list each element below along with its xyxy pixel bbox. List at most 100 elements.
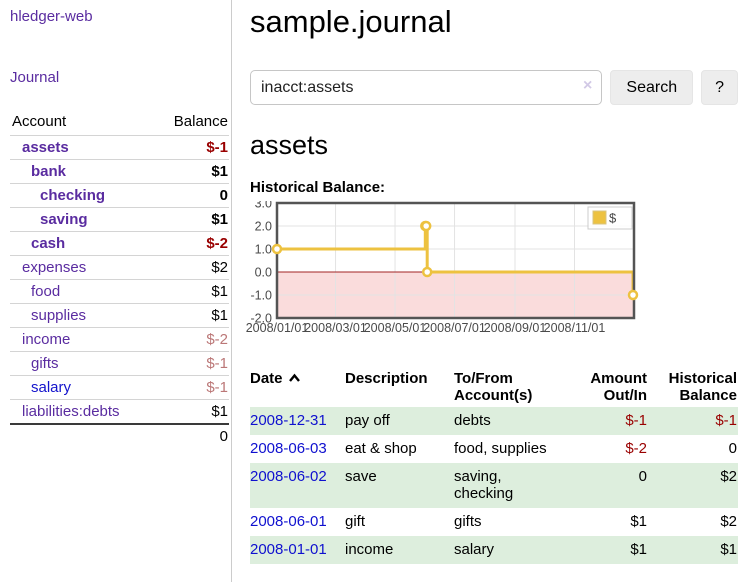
- register-header-date[interactable]: Date: [250, 368, 345, 407]
- help-button[interactable]: ?: [701, 70, 738, 105]
- account-name-cell: salary: [10, 375, 120, 400]
- account-name-cell: supplies: [10, 303, 120, 328]
- transaction-date-link[interactable]: 2008-01-01: [250, 541, 327, 558]
- register-balance-cell: 0: [728, 440, 737, 457]
- svg-text:2008/09/01: 2008/09/01: [484, 321, 547, 335]
- search-button[interactable]: Search: [610, 70, 694, 105]
- account-balance: 0: [119, 183, 229, 208]
- svg-text:2008/03/01: 2008/03/01: [304, 321, 367, 335]
- accounts-table: Account Balance assets $-1 bank $1 checking 0…: [10, 110, 229, 448]
- accounts-table-body: assets $-1 bank $1 checking 0 saving $1 cash $-2 e…: [10, 135, 229, 448]
- search-input[interactable]: [250, 70, 603, 105]
- historical-balance-chart[interactable]: 3.0 2.0 1.0 0.0 -1.0 -2.02008/01/012008/03/01…: [244, 197, 644, 347]
- account-row: assets $-1: [10, 135, 229, 160]
- search-form: × Search ?: [250, 70, 738, 105]
- transaction-date-link[interactable]: 2008-12-31: [250, 412, 327, 429]
- svg-text:2008/11/01: 2008/11/01: [544, 321, 606, 335]
- register-date-cell: 2008-01-01: [250, 536, 345, 564]
- account-row: bank $1: [10, 159, 229, 184]
- register-accounts-cell: food, supplies: [454, 440, 547, 457]
- register-row[interactable]: 2008-06-03 eat & shop food, supplies $-2 0: [250, 435, 738, 463]
- account-balance: $-2: [119, 231, 229, 256]
- date-header-label: Date: [250, 370, 283, 387]
- account-name-cell: expenses: [10, 255, 120, 280]
- register-description-cell: pay off: [345, 412, 390, 429]
- account-balance: $1: [119, 159, 229, 184]
- account-link[interactable]: gifts: [31, 355, 59, 372]
- register-description-cell: income: [345, 541, 394, 558]
- transaction-date-link[interactable]: 2008-06-02: [250, 468, 327, 485]
- register-date-cell: 2008-12-31: [250, 407, 345, 435]
- register-row[interactable]: 2008-12-31 pay off debts $-1 $-1: [250, 407, 738, 435]
- total-spacer: [10, 423, 120, 448]
- svg-text:2008/05/01: 2008/05/01: [364, 321, 427, 335]
- account-link[interactable]: supplies: [31, 307, 87, 324]
- register-table: Date Description To/From Account(s) Amou…: [250, 368, 738, 564]
- account-link[interactable]: expenses: [22, 259, 87, 276]
- sidebar-item-journal[interactable]: Journal: [10, 69, 60, 86]
- account-balance: $1: [119, 207, 229, 232]
- register-accounts-cell: debts: [454, 412, 491, 429]
- transaction-date-link[interactable]: 2008-06-01: [250, 513, 327, 530]
- register-row[interactable]: 2008-01-01 income salary $1 $1: [250, 536, 738, 564]
- account-heading: assets: [250, 130, 329, 160]
- account-link[interactable]: food: [31, 283, 61, 300]
- account-link[interactable]: cash: [31, 235, 66, 252]
- accounts-header-account: Account: [12, 113, 67, 130]
- register-balance-cell: $-1: [715, 412, 737, 429]
- sidebar-nav: Journal: [10, 69, 231, 87]
- account-balance: $2: [119, 255, 229, 280]
- account-link[interactable]: bank: [31, 163, 67, 180]
- account-link[interactable]: assets: [22, 139, 69, 156]
- register-row[interactable]: 2008-06-02 save saving, checking 0 $2: [250, 463, 738, 508]
- register-balance-cell: $1: [720, 541, 737, 558]
- svg-text:3.0: 3.0: [255, 201, 272, 211]
- accounts-total-value: 0: [119, 423, 229, 448]
- account-row: expenses $2: [10, 255, 229, 280]
- svg-text:-1.0: -1.0: [250, 289, 272, 303]
- sidebar: hledger-web Journal Account Balance asse…: [0, 0, 232, 582]
- svg-text:0.0: 0.0: [255, 266, 272, 280]
- account-row: liabilities:debts $1: [10, 399, 229, 424]
- account-name-cell: saving: [10, 207, 120, 232]
- svg-text:2.0: 2.0: [255, 220, 272, 234]
- register-row[interactable]: 2008-06-01 gift gifts $1 $2: [250, 508, 738, 536]
- account-row: checking 0: [10, 183, 229, 208]
- search-input-wrap: ×: [250, 70, 603, 105]
- register-amount-cell: 0: [638, 468, 647, 485]
- account-name-cell: income: [10, 327, 120, 352]
- account-balance: $-1: [119, 375, 229, 400]
- clear-search-icon[interactable]: ×: [583, 77, 593, 94]
- account-link[interactable]: saving: [40, 211, 88, 228]
- account-link[interactable]: checking: [40, 187, 106, 204]
- chart-wrap: 3.0 2.0 1.0 0.0 -1.0 -2.0 2008/01/01 2008/03/01…: [244, 197, 738, 352]
- svg-text:$: $: [609, 211, 617, 226]
- register-header-balance: Historical Balance: [668, 370, 737, 404]
- register-header-accounts: To/From Account(s): [454, 370, 533, 404]
- transaction-date-link[interactable]: 2008-06-03: [250, 440, 327, 457]
- account-balance: $-2: [119, 327, 229, 352]
- account-balance: $1: [119, 279, 229, 304]
- page-title: sample.journal: [250, 4, 452, 39]
- account-name-cell: cash: [10, 231, 120, 256]
- account-name-cell: bank: [10, 159, 120, 184]
- register-balance-cell: $2: [720, 468, 737, 485]
- account-link[interactable]: liabilities:debts: [22, 403, 120, 420]
- account-row: salary $-1: [10, 375, 229, 400]
- register-amount-cell: $1: [630, 513, 647, 530]
- account-name-cell: liabilities:debts: [10, 399, 120, 424]
- register-description-cell: gift: [345, 513, 366, 530]
- account-link[interactable]: salary: [31, 379, 72, 396]
- account-balance: $-1: [119, 135, 229, 160]
- account-row: saving $1: [10, 207, 229, 232]
- svg-text:2008/07/01: 2008/07/01: [423, 321, 486, 335]
- account-link[interactable]: income: [22, 331, 71, 348]
- sort-ascending-icon: [288, 370, 301, 387]
- register-amount-cell: $1: [630, 541, 647, 558]
- account-row: gifts $-1: [10, 351, 229, 376]
- svg-text:2008/01/01: 2008/01/01: [246, 321, 309, 335]
- account-row: cash $-2: [10, 231, 229, 256]
- app-title-link[interactable]: hledger-web: [10, 8, 93, 25]
- register-balance-cell: $2: [720, 513, 737, 530]
- register-accounts-cell: salary: [454, 541, 495, 558]
